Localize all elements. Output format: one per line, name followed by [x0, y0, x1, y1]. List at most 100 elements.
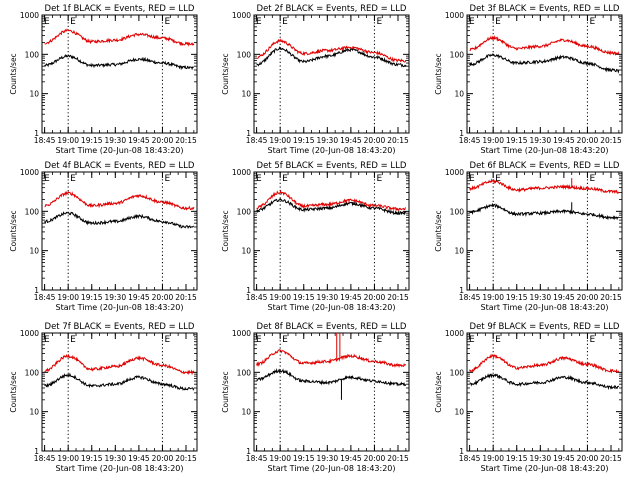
x-tick-label: 19:30 — [529, 136, 551, 145]
events-series-line — [44, 54, 194, 71]
x-tick-label: 19:45 — [128, 136, 150, 145]
y-tick-label: 1000 — [232, 11, 251, 20]
lld-series-line — [469, 353, 620, 374]
y-tick-label: 1 — [34, 286, 39, 295]
panel-title: Det 7f BLACK = Events, RED = LLD — [45, 322, 195, 332]
x-tick-label: 19:45 — [553, 293, 575, 302]
time-marker-label: E — [589, 174, 595, 184]
x-tick-label: 20:15 — [600, 293, 622, 302]
y-tick-label: 100 — [450, 50, 465, 59]
panel-title: Det 1f BLACK = Events, RED = LLD — [45, 4, 195, 14]
time-marker-label: E — [256, 174, 262, 184]
time-marker-label: E — [256, 335, 262, 345]
x-tick-label: 20:15 — [175, 293, 197, 302]
x-tick-label: 19:30 — [316, 293, 338, 302]
time-marker-label: E — [164, 335, 170, 345]
x-tick-label: 19:00 — [269, 136, 291, 145]
y-tick-label: 1000 — [232, 329, 251, 338]
x-tick-label: 20:15 — [387, 293, 409, 302]
lld-series-line — [469, 34, 620, 56]
y-tick-label: 1 — [246, 129, 251, 138]
plot-frame — [253, 14, 410, 134]
lld-series-line — [256, 189, 407, 212]
x-tick-label: 20:00 — [364, 454, 386, 463]
x-axis-label: Start Time (20-Jun-08 18:43:20) — [56, 146, 184, 155]
x-tick-label: 19:00 — [482, 293, 504, 302]
events-series-line — [44, 211, 195, 230]
y-axis-label: Counts/sec — [221, 210, 230, 251]
time-marker-label: E — [469, 17, 475, 27]
x-tick-label: 20:00 — [577, 136, 599, 145]
plot-frame — [253, 171, 410, 291]
y-tick-label: 10 — [29, 408, 39, 417]
time-marker-label: E — [376, 17, 382, 27]
panel-title: Det 8f BLACK = Events, RED = LLD — [257, 322, 407, 332]
plot-frame — [253, 332, 410, 452]
x-tick-label: 20:15 — [175, 136, 197, 145]
time-marker-label: E — [164, 17, 170, 27]
panel-det-6: Det 6f BLACK = Events, RED = LLD 1 10 100 10… — [434, 161, 623, 312]
y-tick-label: 10 — [454, 90, 464, 99]
time-marker-label: E — [44, 17, 50, 27]
y-axis-label: Counts/sec — [434, 53, 443, 94]
x-tick-label: 19:00 — [57, 136, 79, 145]
x-tick-label: 19:00 — [269, 293, 291, 302]
x-tick-label: 20:00 — [152, 136, 174, 145]
x-tick-label: 18:45 — [34, 293, 56, 302]
events-series-line — [469, 202, 620, 221]
y-tick-label: 10 — [241, 408, 251, 417]
time-marker-label: E — [469, 174, 475, 184]
lld-series-line — [256, 349, 407, 369]
x-tick-label: 20:15 — [600, 136, 622, 145]
y-tick-label: 10 — [29, 90, 39, 99]
panel-title: Det 2f BLACK = Events, RED = LLD — [257, 4, 407, 14]
x-axis-label: Start Time (20-Jun-08 18:43:20) — [481, 464, 609, 473]
x-tick-label: 19:15 — [81, 454, 103, 463]
y-tick-label: 100 — [237, 50, 252, 59]
x-tick-label: 19:15 — [293, 293, 315, 302]
y-tick-label: 1000 — [232, 168, 251, 177]
y-tick-label: 1 — [34, 129, 39, 138]
x-tick-label: 20:15 — [600, 454, 622, 463]
time-marker-label: E — [282, 174, 288, 184]
x-tick-label: 18:45 — [246, 136, 268, 145]
lld-series-line — [44, 190, 195, 211]
time-marker-label: E — [256, 17, 262, 27]
events-series-line — [44, 372, 195, 391]
x-tick-label: 19:30 — [529, 293, 551, 302]
y-tick-label: 100 — [25, 50, 40, 59]
x-tick-label: 18:45 — [34, 454, 56, 463]
x-tick-label: 20:00 — [364, 293, 386, 302]
x-axis-label: Start Time (20-Jun-08 18:43:20) — [268, 146, 396, 155]
time-marker-label: E — [70, 335, 76, 345]
y-axis-label: Counts/sec — [434, 210, 443, 251]
y-tick-label: 10 — [454, 408, 464, 417]
y-tick-label: 10 — [241, 90, 251, 99]
y-tick-label: 10 — [29, 247, 39, 256]
panel-det-5: Det 5f BLACK = Events, RED = LLD 1 10 100 10… — [221, 161, 410, 312]
lld-series-line — [469, 178, 620, 195]
events-series-line — [256, 46, 407, 68]
x-tick-label: 18:45 — [246, 293, 268, 302]
x-tick-label: 18:45 — [459, 136, 481, 145]
events-series-line — [256, 368, 407, 387]
x-tick-label: 19:00 — [482, 136, 504, 145]
time-marker-label: E — [469, 335, 475, 345]
y-tick-label: 1000 — [445, 329, 464, 338]
time-marker-label: E — [376, 174, 382, 184]
y-tick-label: 1 — [34, 447, 39, 456]
time-marker-label: E — [164, 174, 170, 184]
x-tick-label: 19:00 — [57, 454, 79, 463]
x-tick-label: 20:00 — [577, 454, 599, 463]
time-marker-label: E — [44, 174, 50, 184]
panel-title: Det 4f BLACK = Events, RED = LLD — [45, 161, 195, 171]
y-tick-label: 100 — [25, 207, 40, 216]
plot-frame — [41, 171, 198, 291]
panel-det-4: Det 4f BLACK = Events, RED = LLD 1 10 100 10… — [9, 161, 198, 312]
x-tick-label: 18:45 — [246, 454, 268, 463]
x-tick-label: 19:30 — [104, 454, 126, 463]
x-tick-label: 19:15 — [293, 136, 315, 145]
x-tick-label: 19:30 — [104, 293, 126, 302]
x-tick-label: 19:30 — [529, 454, 551, 463]
x-tick-label: 19:45 — [128, 454, 150, 463]
